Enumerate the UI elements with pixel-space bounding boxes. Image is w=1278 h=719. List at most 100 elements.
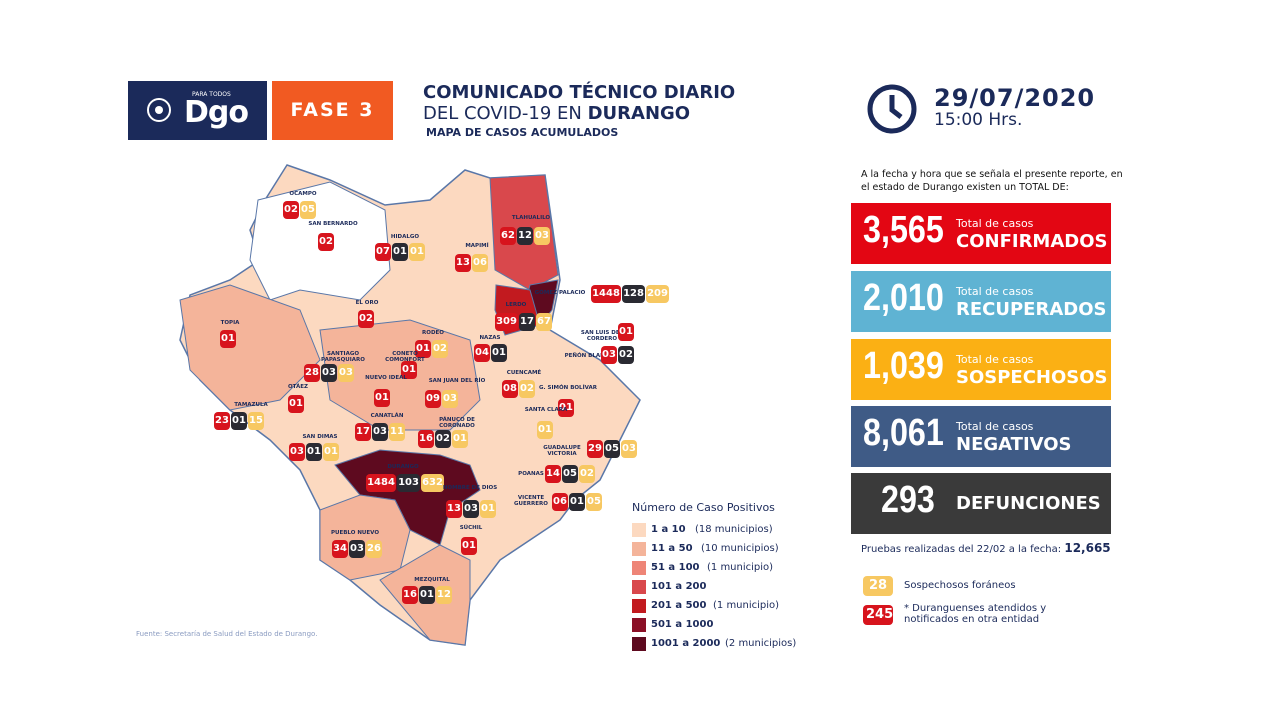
stat-box: 2,010 Total de casos RECUPERADOS [851,271,1111,332]
case-badge: 13 [455,254,471,272]
case-badge: 06 [552,493,568,511]
legend-count: (1 municipio) [713,600,780,611]
caption: MAPA DE CASOS ACUMULADOS [426,126,619,139]
phase: FASE 3 [272,81,393,140]
case-badge: 05 [586,493,602,511]
legend-range: 1 a 10 [651,524,686,535]
case-badge: 01 [558,399,574,417]
legend-swatch [632,561,646,575]
municipality-name: CONETO COMONFORT [385,351,425,363]
region [179,284,321,411]
stat-value: 2,010 [863,277,944,319]
municipality-name: CUENCAMÉ [506,370,542,376]
case-badge: 02 [435,430,451,448]
legend-swatch [632,542,646,556]
case-badge: 08 [502,380,518,398]
case-badge: 06 [472,254,488,272]
case-badge: 02 [579,465,595,483]
case-badge: 13 [446,500,462,518]
legend-range: 201 a 500 [651,600,707,611]
key-text: Sospechosos foráneos [904,580,1016,591]
stat-box: 293 DEFUNCIONES [851,473,1111,534]
case-badge: 14 [545,465,561,483]
municipality-name: TOPIA [220,320,240,326]
legend-swatch [632,599,646,613]
legend-range: 501 a 1000 [651,619,714,630]
stat-small: Total de casos [956,217,1034,230]
tests-label: Pruebas realizadas del 22/02 a la fecha: [861,544,1062,555]
case-badge: 03 [601,346,617,364]
case-badge: 03 [338,364,354,382]
logo: Dgo [184,95,249,130]
subtitle-bold: DURANGO [587,103,691,124]
stat-value: 8,061 [863,412,944,454]
case-badge: 01 [288,395,304,413]
case-badge: 128 [622,285,645,303]
municipality-name: POANAS [518,471,544,477]
legend-range: 1001 a 2000 [651,638,721,649]
municipality-name: MEZQUITAL [414,577,450,583]
stat-label: SOSPECHOSOS [956,367,1108,388]
legend-swatch [632,618,646,632]
case-badge: 15 [248,412,264,430]
coat-of-arms [147,98,171,122]
municipality-name: PÁNUCO DE CORONADO [439,417,475,429]
subtitle-text: DEL COVID-19 EN [423,103,582,124]
case-badge: 12 [517,227,533,245]
municipality-name: EL ORO [355,300,379,306]
municipality-name: NOMBRE DE DIOS [442,485,498,491]
case-badge: 29 [587,440,603,458]
municipality-name: GÓMEZ PALACIO [534,290,586,296]
municipality-name: SAN BERNARDO [308,221,358,227]
municipality-name: CANATLÁN [370,413,404,419]
case-badge: 02 [432,340,448,358]
municipality-name: SÚCHIL [459,525,483,531]
case-badge: 01 [374,389,390,407]
case-badge: 03 [289,443,305,461]
title: COMUNICADO TÉCNICO DIARIO [423,82,736,103]
legend-count: (1 municipio) [707,562,774,573]
case-badge: 05 [300,201,316,219]
municipality-name: G. SIMÓN BOLÍVAR [539,385,597,391]
stat-label: RECUPERADOS [956,299,1107,320]
case-badge: 309 [495,313,518,331]
municipality-name: SANTIAGO PAPASQUIARO [321,351,365,363]
key-badge: 245 [863,605,893,625]
case-badge: 01 [618,323,634,341]
municipality-name: TLAHUALILO [511,215,551,221]
stat-small: Total de casos [956,353,1034,366]
source: Fuente: Secretaría de Salud del Estado d… [136,630,318,638]
case-badge: 02 [318,233,334,251]
case-badge: 01 [306,443,322,461]
municipality-name: SAN DIMAS [302,434,338,440]
stat-label: CONFIRMADOS [956,231,1108,252]
case-badge: 03 [372,423,388,441]
case-badge: 03 [321,364,337,382]
case-badge: 07 [375,243,391,261]
case-badge: 09 [425,390,441,408]
case-badge: 16 [402,586,418,604]
stat-small: Total de casos [956,285,1034,298]
case-badge: 03 [621,440,637,458]
stat-label: DEFUNCIONES [956,493,1101,514]
case-badge: 01 [452,430,468,448]
municipality-name: PEÑÓN BLANCO [564,353,614,359]
case-badge: 23 [214,412,230,430]
case-badge: 16 [418,430,434,448]
municipality-name: LERDO [505,302,527,308]
case-badge: 01 [480,500,496,518]
case-badge: 17 [355,423,371,441]
municipality-name: SANTA CLARA [524,407,568,413]
clock-icon [867,84,917,134]
intro: A la fecha y hora que se señala el prese… [861,169,1123,193]
municipality-name: VICENTE GUERRERO [514,495,548,507]
key-badge: 28 [863,576,893,596]
municipality-name: GUADALUPE VICTORIA [543,445,581,457]
case-badge: 02 [358,310,374,328]
municipality-name: NUEVO IDEAL [365,375,407,381]
case-badge: 103 [397,474,420,492]
municipality-name: SAN JUAN DEL RÍO [428,378,486,384]
stat-value: 293 [881,479,935,521]
stat-box: 3,565 Total de casos CONFIRMADOS [851,203,1111,264]
logo-tagline: PARA TODOS [192,91,231,98]
